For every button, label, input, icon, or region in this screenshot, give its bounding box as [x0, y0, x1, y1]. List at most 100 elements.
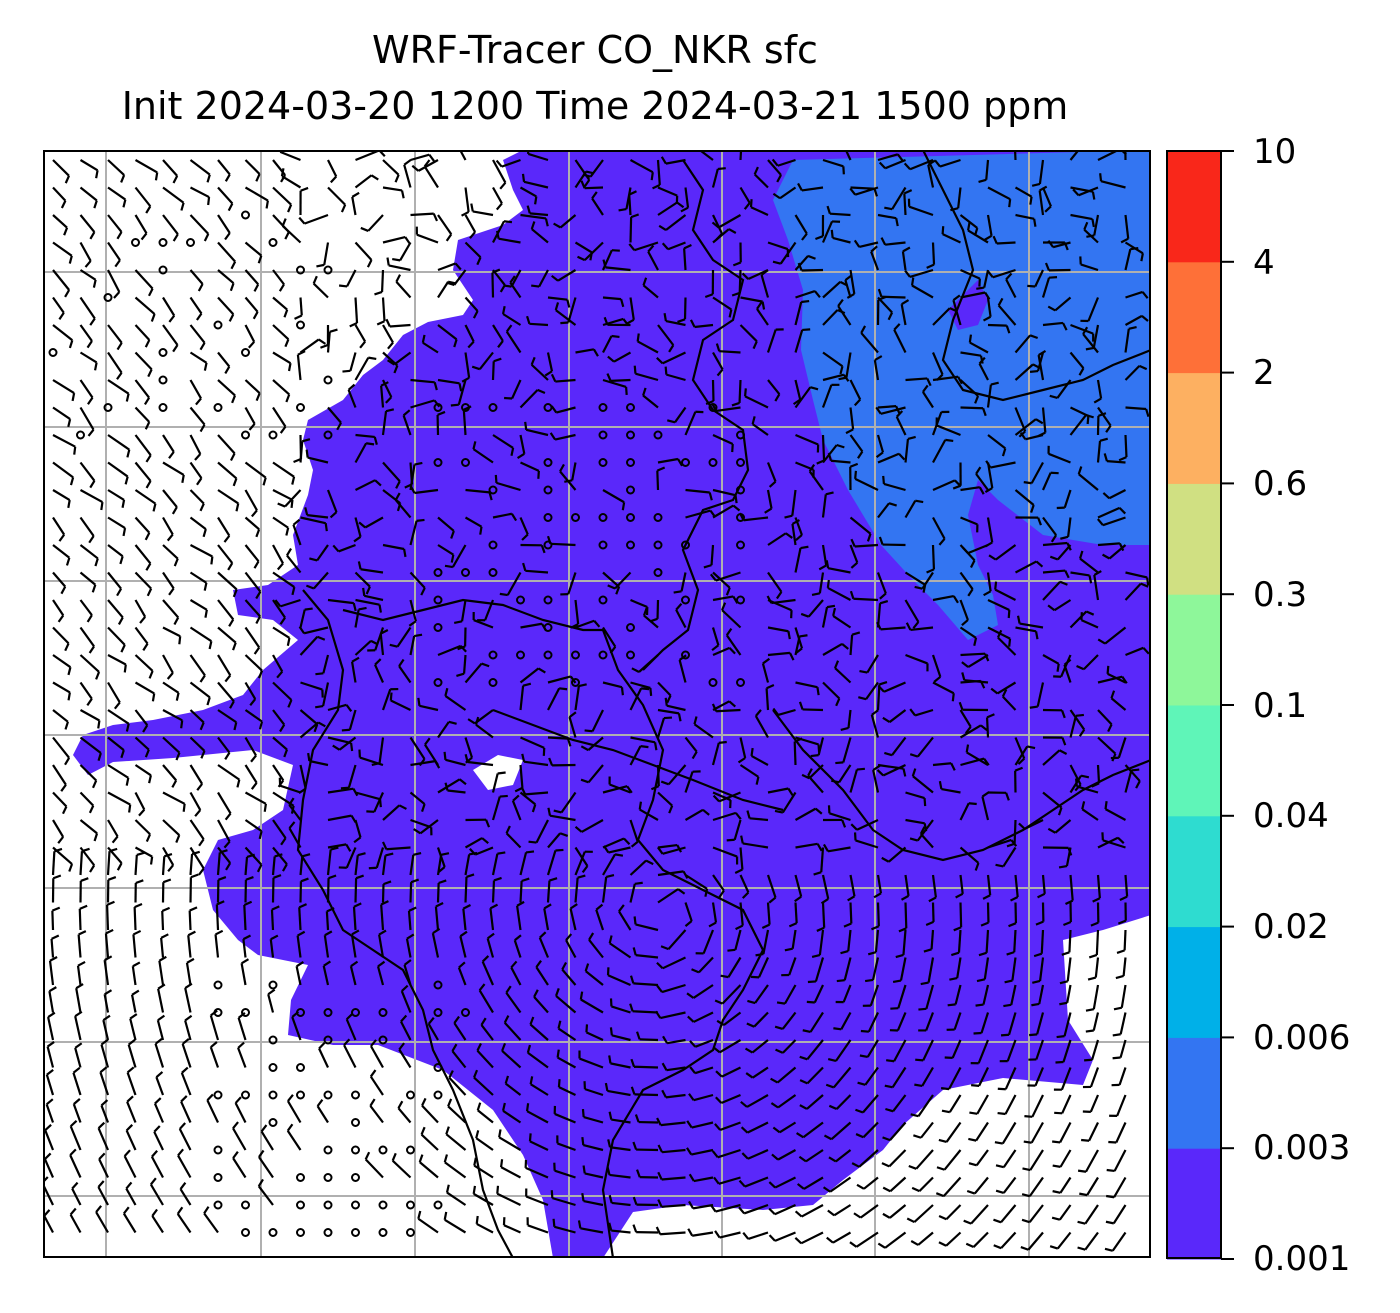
calm-wind-marker	[378, 1145, 388, 1155]
wind-barb	[272, 186, 293, 213]
wind-barb	[1079, 256, 1099, 272]
calm-wind-marker	[433, 678, 443, 687]
wind-barb	[657, 870, 689, 879]
wind-barb	[629, 859, 654, 876]
wind-barb	[134, 681, 156, 702]
wind-barb	[961, 543, 989, 555]
wind-barb	[581, 1136, 604, 1152]
wind-barb	[134, 324, 151, 348]
wind-barb	[1079, 1176, 1099, 1197]
wind-barb	[837, 298, 852, 326]
wind-barb	[1049, 544, 1072, 561]
wind-barb	[858, 681, 879, 701]
wind-barb	[608, 935, 632, 959]
wind-barb	[52, 571, 67, 595]
wind-barb	[69, 1148, 82, 1178]
wind-barb	[503, 269, 522, 288]
wind-barb	[410, 378, 438, 391]
wind-barb	[1125, 646, 1150, 657]
wind-barb	[107, 159, 126, 183]
wind-barb	[932, 479, 962, 492]
wind-barb	[153, 1097, 165, 1123]
wind-barb	[827, 1039, 852, 1063]
wind-barb	[1058, 847, 1072, 869]
wind-barb	[492, 186, 503, 211]
wind-barb	[794, 214, 808, 241]
wind-barb	[79, 847, 90, 876]
wind-barb	[761, 902, 771, 929]
wind-barb	[712, 296, 733, 318]
wind-barb	[1055, 1039, 1072, 1064]
wind-barb	[905, 377, 932, 387]
wind-barb	[203, 1206, 219, 1234]
wind-barb	[1104, 801, 1127, 821]
wind-barb	[351, 191, 360, 216]
wind-barb	[1115, 957, 1127, 980]
wind-barb	[642, 607, 659, 629]
calm-wind-marker	[131, 238, 140, 247]
calm-wind-marker	[158, 348, 168, 357]
calm-wind-marker	[433, 568, 443, 577]
wind-barb	[269, 934, 279, 958]
wind-barb	[1084, 1039, 1100, 1062]
wind-barb	[338, 847, 357, 869]
calm-wind-marker	[323, 375, 333, 385]
wind-barb	[770, 1066, 797, 1084]
wind-barb	[765, 683, 775, 711]
wind-barb	[560, 297, 577, 325]
wind-barb	[1119, 874, 1129, 902]
wind-barb	[795, 842, 823, 852]
wind-barb	[107, 709, 130, 732]
wind-barb	[107, 599, 124, 625]
wind-barb	[244, 324, 256, 349]
colorbar-swatch-2-4	[1167, 261, 1221, 374]
wind-barb	[544, 352, 554, 377]
wind-barb	[684, 736, 698, 760]
wind-barb	[712, 488, 738, 504]
wind-barb	[768, 1203, 796, 1216]
wind-barb	[1085, 1012, 1100, 1033]
wind-barb	[134, 851, 145, 876]
wind-barb	[51, 906, 61, 931]
wind-barb	[581, 1108, 604, 1124]
wind-barb	[1032, 957, 1045, 984]
calm-wind-marker	[186, 238, 195, 247]
wind-barb	[217, 599, 235, 627]
wind-barb	[312, 275, 329, 299]
wind-barb	[712, 228, 737, 244]
wind-barb	[959, 571, 974, 597]
wind-barb	[965, 744, 989, 766]
wind-barb	[477, 599, 495, 622]
wind-barb	[79, 406, 95, 437]
wind-barb	[932, 594, 959, 604]
wind-barb	[423, 159, 439, 189]
wind-barb	[881, 1149, 907, 1168]
wind-barb	[968, 1149, 989, 1167]
wind-barb	[437, 214, 453, 242]
wind-barb	[705, 379, 715, 405]
wind-barb	[291, 1010, 302, 1041]
calm-wind-marker	[626, 403, 635, 412]
wind-barb	[1070, 323, 1095, 342]
wind-barb	[607, 351, 632, 363]
wind-barb	[272, 269, 285, 292]
wind-barb	[914, 1066, 934, 1088]
wind-barb	[828, 1094, 852, 1111]
calm-wind-marker	[241, 430, 250, 440]
wind-barb	[421, 1097, 439, 1124]
calm-wind-marker	[461, 458, 470, 467]
wind-barb	[938, 1231, 962, 1247]
wind-barb	[746, 810, 769, 822]
wind-barb	[217, 571, 238, 598]
wind-barb	[418, 1154, 439, 1179]
wind-barb	[811, 572, 825, 597]
wind-barb	[271, 874, 282, 903]
colorbar-label-0.006: 0.006	[1253, 1018, 1351, 1058]
wind-barb	[1124, 314, 1149, 326]
wind-barb	[636, 333, 659, 354]
wind-barb	[1042, 580, 1068, 601]
wind-barb	[997, 1067, 1017, 1091]
wind-barb	[464, 851, 478, 876]
wind-barb	[798, 701, 824, 712]
calm-wind-marker	[323, 1173, 333, 1182]
